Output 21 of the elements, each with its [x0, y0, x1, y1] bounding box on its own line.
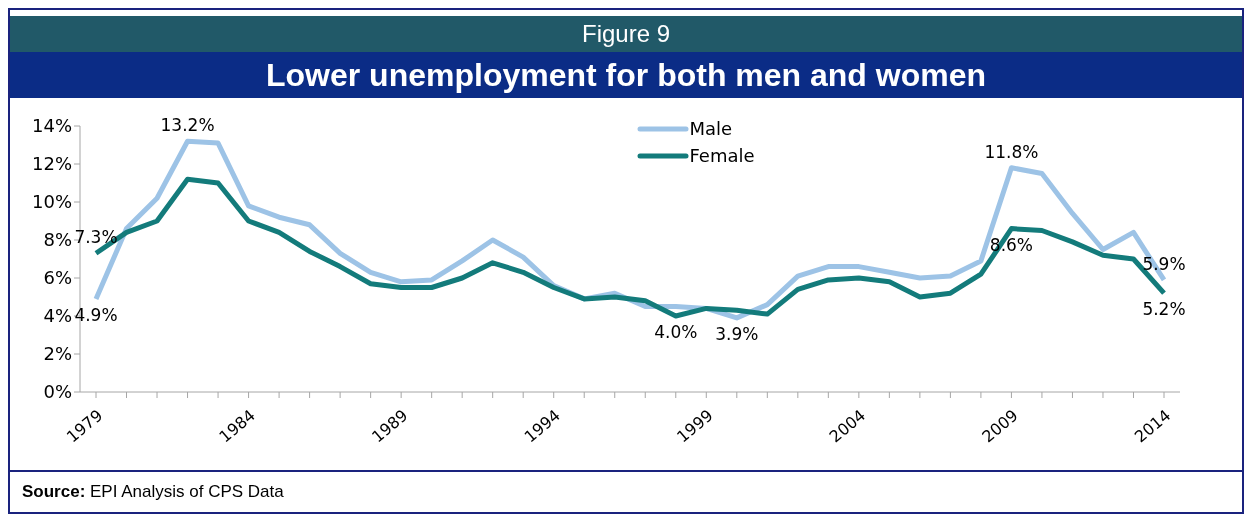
data-label: 13.2% [160, 115, 215, 136]
data-label: 5.2% [1142, 299, 1186, 320]
y-tick-label: 2% [43, 343, 72, 365]
legend-label: Female [689, 145, 755, 166]
y-tick-label: 6% [43, 267, 72, 289]
chart-title: Figure 9 [10, 16, 1242, 52]
y-tick-label: 0% [43, 381, 72, 403]
y-tick-label: 12% [31, 153, 72, 175]
data-label: 7.3% [74, 227, 118, 248]
data-label: 11.8% [984, 141, 1039, 162]
data-label: 4.9% [74, 304, 118, 325]
chart-subtitle: Lower unemployment for both men and women [10, 52, 1242, 98]
source-note: Source: EPI Analysis of CPS Data [22, 482, 285, 502]
data-label: 3.9% [715, 323, 759, 344]
y-tick-label: 4% [43, 305, 72, 327]
legend-label: Male [689, 118, 733, 139]
data-label: 4.0% [654, 322, 698, 342]
data-label: 5.9% [1142, 253, 1186, 274]
y-tick-label: 8% [43, 229, 72, 251]
y-tick-label: 14% [31, 115, 72, 137]
y-tick-label: 10% [31, 191, 72, 213]
